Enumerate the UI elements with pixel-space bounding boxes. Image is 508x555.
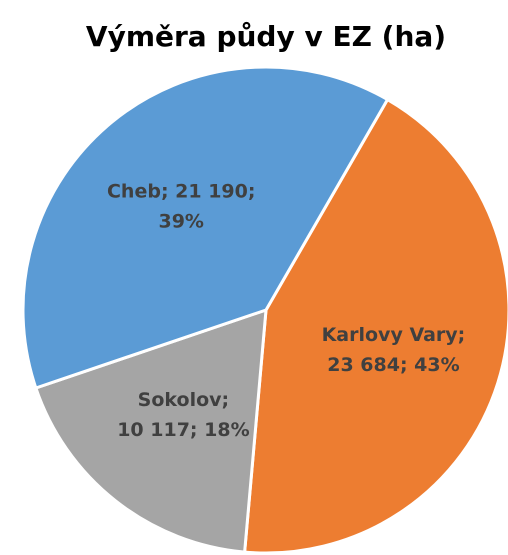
data-label-line: Sokolov; <box>138 389 229 411</box>
data-label-line: 23 684; 43% <box>327 354 459 376</box>
data-label: Sokolov; 10 117; 18% <box>117 389 249 441</box>
data-label: Karlovy Vary; 23 684; 43% <box>322 324 466 376</box>
pie-slice <box>33 307 268 554</box>
data-label-line: Karlovy Vary; <box>322 324 466 346</box>
pie-slice <box>242 97 508 555</box>
data-label-line: 39% <box>158 210 203 232</box>
chart-title: Výměra půdy v EZ (ha) <box>86 20 446 53</box>
data-label-line: Cheb; 21 190; <box>107 180 255 202</box>
pie-slice <box>21 65 390 390</box>
data-label-line: 10 117; 18% <box>117 419 249 441</box>
data-label: Cheb; 21 190; 39% <box>107 180 255 232</box>
